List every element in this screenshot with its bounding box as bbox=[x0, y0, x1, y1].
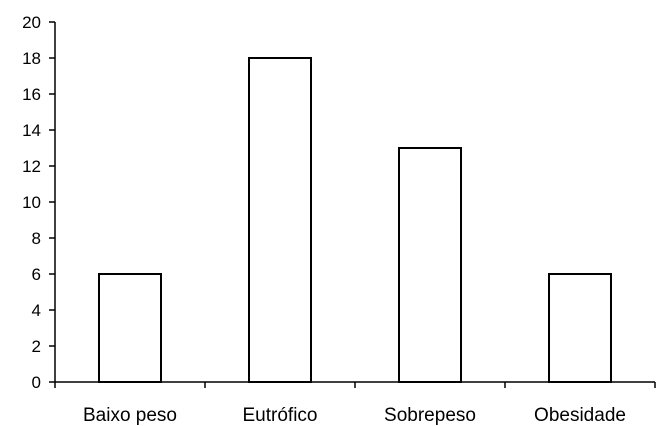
y-tick-label: 20 bbox=[22, 13, 41, 32]
bar-eutr-fico bbox=[248, 57, 312, 383]
y-tick-label: 4 bbox=[32, 301, 41, 320]
x-category-label: Eutrófico bbox=[243, 405, 318, 426]
y-tick-label: 18 bbox=[22, 49, 41, 68]
bar-sobrepeso bbox=[398, 147, 462, 383]
x-category-label: Sobrepeso bbox=[384, 405, 476, 426]
y-tick-label: 16 bbox=[22, 85, 41, 104]
y-tick-label: 0 bbox=[32, 373, 41, 392]
y-tick-label: 14 bbox=[22, 121, 41, 140]
y-tick-label: 10 bbox=[22, 193, 41, 212]
x-category-label: Baixo peso bbox=[83, 405, 177, 426]
y-tick-label: 8 bbox=[32, 229, 41, 248]
y-axis: 0 2 4 6 8 10 12 14 16 18 20 bbox=[22, 13, 56, 392]
y-tick-label: 12 bbox=[22, 157, 41, 176]
category-labels: Baixo peso Eutrófico Sobrepeso Obesidade bbox=[83, 405, 626, 426]
x-category-label: Obesidade bbox=[534, 405, 626, 426]
y-tick-label: 6 bbox=[32, 265, 41, 284]
bar-baixo-peso bbox=[98, 273, 162, 383]
bar-obesidade bbox=[548, 273, 612, 383]
y-tick-label: 2 bbox=[32, 337, 41, 356]
bars bbox=[98, 57, 612, 383]
